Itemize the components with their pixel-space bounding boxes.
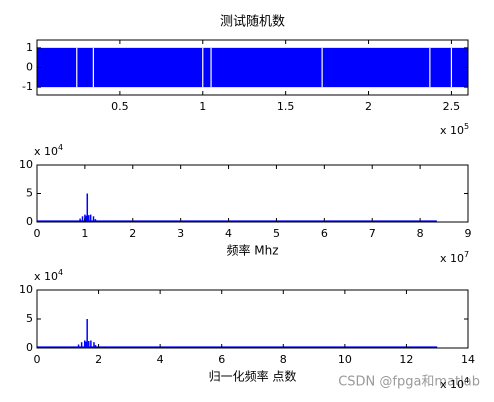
x-tick-label: 1 [199, 100, 206, 113]
x-tick-label: 4 [225, 227, 232, 240]
x-tick-label: 3 [177, 227, 184, 240]
multiplier-base: x 10 [34, 145, 58, 158]
x-tick-label: 2 [365, 100, 372, 113]
x-tick-label: 6 [321, 227, 328, 240]
chart-title: 测试随机数 [220, 15, 285, 30]
multiplier-base: x 10 [440, 378, 464, 391]
multiplier-base: x 10 [34, 270, 58, 283]
axes-background [37, 290, 468, 348]
multiplier-exponent: 4 [58, 143, 63, 152]
watermark: CSDN @fpga和matlab [338, 375, 480, 390]
axes-background [37, 165, 468, 222]
x-tick-label: 0 [34, 353, 41, 366]
x-tick-label: 0 [34, 227, 41, 240]
multiplier: x 107 [440, 250, 469, 266]
x-axis-label: 频率 Mhz [226, 243, 278, 258]
x-axis-label: 归一化频率 点数 [209, 369, 297, 384]
multiplier-exponent: 7 [464, 250, 469, 259]
y-tick-label: 5 [26, 312, 33, 325]
y-tick-label: 0 [26, 341, 33, 354]
y-tick-label: 1 [26, 41, 33, 54]
x-tick-label: 5 [273, 227, 280, 240]
x-tick-label: 2 [129, 227, 136, 240]
y-tick-label: -1 [22, 80, 33, 93]
x-tick-label: 4 [157, 353, 164, 366]
y-tick-label: 10 [19, 283, 33, 296]
multiplier: x 104 [34, 268, 63, 284]
x-tick-label: 6 [218, 353, 225, 366]
x-tick-label: 10 [338, 353, 352, 366]
multiplier-base: x 10 [440, 124, 464, 137]
y-tick-label: 0 [26, 215, 33, 228]
multiplier-exponent: 4 [58, 268, 63, 277]
multiplier: x 104 [440, 376, 469, 392]
x-tick-label: 2 [95, 353, 102, 366]
x-tick-label: 1 [81, 227, 88, 240]
x-tick-label: 7 [369, 227, 376, 240]
signal-band [37, 47, 468, 88]
y-tick-label: 5 [26, 187, 33, 200]
y-tick-label: 0 [26, 61, 33, 74]
x-tick-label: 2.5 [443, 100, 461, 113]
x-tick-label: 8 [417, 227, 424, 240]
x-tick-label: 8 [280, 353, 287, 366]
multiplier: x 104 [34, 143, 63, 159]
x-tick-label: 1.5 [277, 100, 295, 113]
x-tick-label: 12 [399, 353, 413, 366]
x-tick-label: 9 [465, 227, 472, 240]
multiplier: x 105 [440, 122, 469, 138]
x-tick-label: 0.5 [111, 100, 129, 113]
multiplier-exponent: 5 [464, 122, 469, 131]
multiplier-base: x 10 [440, 252, 464, 265]
multiplier-exponent: 4 [464, 376, 469, 385]
x-tick-label: 14 [461, 353, 475, 366]
y-tick-label: 10 [19, 158, 33, 171]
